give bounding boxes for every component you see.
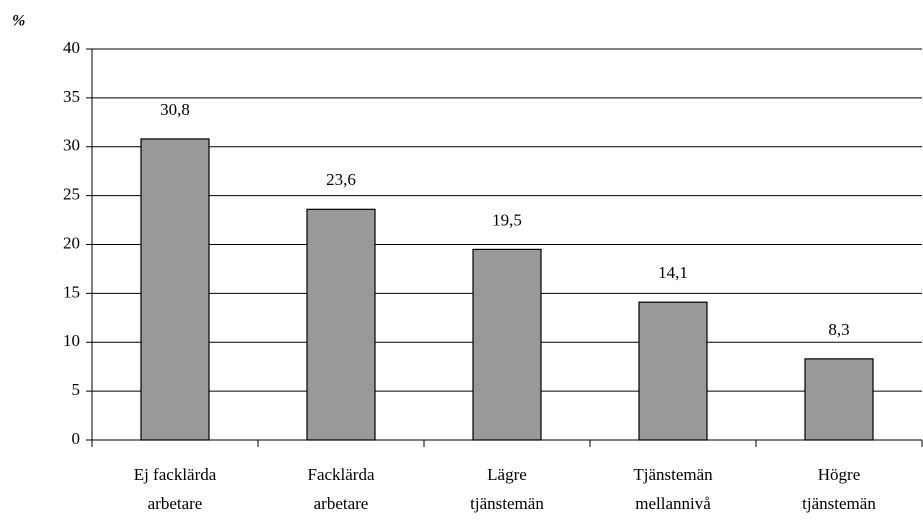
y-tick-label: 35	[63, 87, 80, 106]
x-tick-label: tjänstemän	[802, 494, 876, 513]
x-tick-label: arbetare	[148, 494, 203, 513]
x-tick-label: arbetare	[314, 494, 369, 513]
bar	[472, 248, 542, 441]
y-tick-label: 15	[63, 282, 80, 301]
y-tick-label: 30	[63, 136, 80, 155]
bar	[638, 301, 708, 441]
bar	[804, 358, 874, 441]
value-label: 19,5	[492, 210, 522, 229]
value-label: 8,3	[828, 320, 849, 339]
bar	[140, 138, 210, 441]
y-tick-label: 0	[72, 429, 81, 448]
x-tick-label: Tjänstemän	[633, 465, 713, 484]
x-tick-label: Lägre	[487, 465, 527, 484]
value-label: 30,8	[160, 100, 190, 119]
y-tick-label: 10	[63, 331, 80, 350]
x-tick-label: Facklärda	[307, 465, 374, 484]
y-tick-label: 40	[63, 38, 80, 57]
y-axis-label: %	[12, 13, 25, 30]
y-tick-label: 5	[72, 380, 81, 399]
x-tick-label: Högre	[818, 465, 860, 484]
x-tick-label: Ej facklärda	[134, 465, 217, 484]
y-tick-label: 20	[63, 233, 80, 252]
x-tick-label: mellannivå	[635, 494, 711, 513]
y-tick-label: 25	[63, 185, 80, 204]
x-tick-label: tjänstemän	[470, 494, 544, 513]
value-label: 23,6	[326, 170, 356, 189]
bar	[306, 208, 376, 441]
value-label: 14,1	[658, 263, 688, 282]
